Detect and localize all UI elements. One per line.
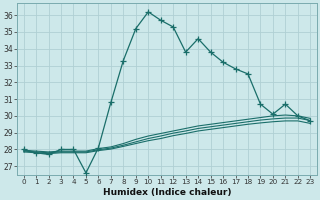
X-axis label: Humidex (Indice chaleur): Humidex (Indice chaleur) <box>103 188 231 197</box>
